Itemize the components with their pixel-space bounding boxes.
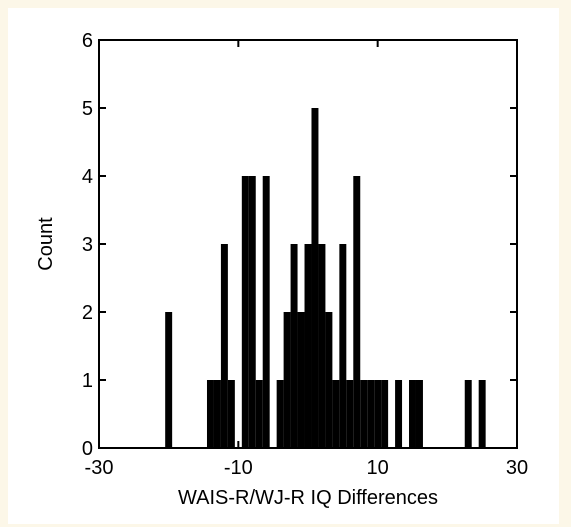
- histogram-bar: [213, 380, 221, 448]
- x-tick-labels: -30 -10 10 30: [85, 457, 529, 479]
- histogram-bar: [381, 380, 389, 448]
- histogram-bar: [374, 380, 382, 448]
- histogram-bar: [241, 176, 249, 448]
- y-tick-label: 4: [82, 166, 93, 188]
- y-axis-label: Count: [35, 217, 57, 271]
- histogram-bar: [304, 244, 312, 448]
- histogram-bar: [318, 244, 326, 448]
- plot-area-frame: [98, 39, 518, 449]
- histogram-bar: [332, 380, 340, 448]
- y-tick-label: 5: [82, 98, 93, 120]
- y-tick-label: 0: [82, 438, 93, 460]
- histogram-bar: [255, 380, 263, 448]
- histogram-bar: [353, 176, 361, 448]
- y-tick-label: 6: [82, 30, 93, 52]
- histogram-bar: [165, 312, 173, 448]
- histogram-bar: [248, 176, 256, 448]
- histogram-bar: [325, 312, 333, 448]
- histogram-bar: [360, 380, 368, 448]
- y-tick-labels: 0 1 2 3 4 5 6: [82, 30, 93, 460]
- histogram-bar: [227, 380, 235, 448]
- histogram-bar: [367, 380, 375, 448]
- y-tick-label: 1: [82, 370, 93, 392]
- histogram-bar: [478, 380, 486, 448]
- chart-panel: 0 1 2 3 4 5 6 -30 -10 10 30 WAIS-R/WJ-R IQ Differ…: [8, 8, 559, 524]
- histogram-bar: [276, 380, 284, 448]
- x-tick-label: -30: [85, 457, 114, 479]
- histogram-bar: [297, 312, 305, 448]
- histogram-bar: [283, 312, 291, 448]
- x-tick-label: -10: [224, 457, 253, 479]
- x-tick-label: 30: [506, 457, 528, 479]
- y-tick-label: 2: [82, 302, 93, 324]
- histogram-chart: 0 1 2 3 4 5 6 -30 -10 10 30 WAIS-R/WJ-R IQ Differ…: [35, 30, 529, 509]
- histogram-bar: [290, 244, 298, 448]
- histogram-bar: [415, 380, 423, 448]
- histogram-bar: [220, 244, 228, 448]
- histogram-bars: [165, 108, 486, 448]
- histogram-bar: [339, 244, 347, 448]
- histogram-bar: [464, 380, 472, 448]
- x-axis-label: WAIS-R/WJ-R IQ Differences: [178, 487, 438, 509]
- histogram-bar: [346, 380, 354, 448]
- histogram-bar: [395, 380, 403, 448]
- x-tick-label: 10: [367, 457, 389, 479]
- histogram-bar: [206, 380, 214, 448]
- histogram-bar: [409, 380, 416, 448]
- histogram-bar: [311, 108, 319, 448]
- y-tick-label: 3: [82, 234, 93, 256]
- histogram-bar: [262, 176, 270, 448]
